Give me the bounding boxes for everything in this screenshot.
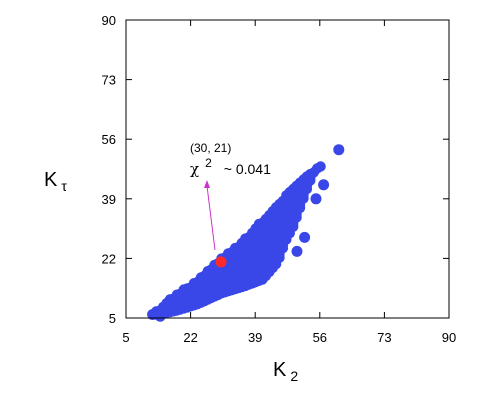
y-axis-label: K τ bbox=[44, 169, 67, 194]
data-point bbox=[154, 310, 166, 322]
data-point bbox=[310, 193, 322, 205]
plot-frame bbox=[125, 19, 450, 319]
annotation-arrow bbox=[206, 185, 216, 250]
y-axis-label-main: K bbox=[44, 169, 58, 191]
y-tick-label: 73 bbox=[102, 73, 116, 88]
data-point bbox=[291, 245, 303, 257]
data-point bbox=[318, 179, 330, 191]
y-tick-label: 5 bbox=[109, 311, 116, 326]
annotation-chi-symbol: χ bbox=[190, 160, 199, 178]
x-tick-label: 22 bbox=[183, 330, 197, 345]
highlight-point bbox=[215, 256, 227, 268]
data-point bbox=[299, 231, 311, 243]
x-tick-label: 73 bbox=[377, 330, 391, 345]
x-axis-label-sub: 2 bbox=[290, 368, 298, 384]
x-tick-label: 90 bbox=[442, 330, 456, 345]
x-tick-label: 39 bbox=[248, 330, 262, 345]
y-tick-label: 22 bbox=[102, 251, 116, 266]
y-axis-label-sub: τ bbox=[61, 178, 67, 194]
annotation-chi: χ 2 ~ 0.041 bbox=[190, 154, 271, 178]
x-tick-label: 56 bbox=[313, 330, 327, 345]
data-point bbox=[333, 144, 345, 156]
axis-ticks: 5 22 39 56 73 90 5 22 39 56 73 90 bbox=[102, 13, 457, 345]
data-point bbox=[315, 161, 326, 172]
annotation-chi-exp: 2 bbox=[205, 156, 212, 170]
x-axis-label: K 2 bbox=[273, 359, 298, 384]
data-points bbox=[147, 144, 345, 322]
annotation-arrowhead bbox=[204, 180, 210, 188]
x-axis-label-main: K bbox=[273, 359, 287, 381]
annotation-coords: (30, 21) bbox=[190, 141, 231, 155]
y-tick-label: 56 bbox=[102, 132, 116, 147]
y-tick-label: 39 bbox=[102, 192, 116, 207]
x-tick-label: 5 bbox=[122, 330, 129, 345]
y-tick-label: 90 bbox=[102, 13, 116, 28]
annotation-value: ~ 0.041 bbox=[224, 161, 271, 177]
